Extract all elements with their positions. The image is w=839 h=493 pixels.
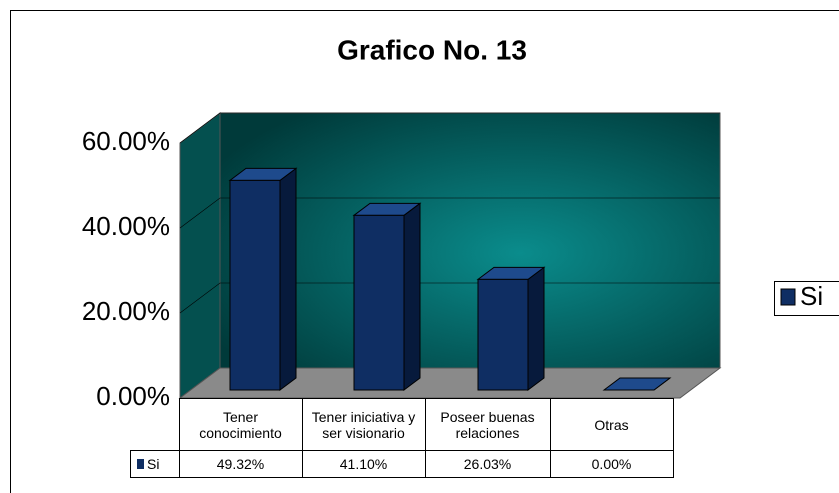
y-tick-label: 20.00%	[82, 296, 170, 326]
chart-title: Grafico No. 13	[337, 34, 527, 65]
bar	[602, 377, 672, 391]
bar-side	[403, 202, 421, 391]
value-label: 0.00%	[549, 450, 674, 478]
legend-key-cell: Si	[130, 450, 180, 478]
bar-front	[353, 214, 405, 391]
grid-line	[179, 197, 720, 229]
side-wall	[179, 112, 221, 399]
y-tick-label: 60.00%	[82, 126, 170, 156]
category-label: Tener conocimiento	[178, 398, 303, 451]
bar	[228, 167, 298, 391]
legend-key	[780, 288, 796, 306]
value-label: 41.10%	[301, 450, 426, 478]
legend-label: Si	[800, 281, 823, 311]
bar	[352, 202, 422, 391]
value-label: 49.32%	[178, 450, 303, 478]
value-label: 26.03%	[424, 450, 551, 478]
legend	[774, 281, 839, 316]
bar-top	[602, 377, 672, 391]
y-tick-label: 0.00%	[96, 381, 170, 411]
legend-label: Si	[147, 456, 160, 472]
data-table: Tener conocimiento Tener iniciativa y ser…	[130, 398, 674, 478]
category-label: Otras	[549, 398, 674, 451]
grid-line	[179, 282, 720, 314]
legend-key	[137, 459, 144, 469]
bar	[476, 266, 546, 391]
category-label: Tener iniciativa y ser visionario	[301, 398, 426, 451]
bar-front	[477, 278, 529, 391]
bar-side	[279, 167, 297, 391]
bar-front	[229, 179, 281, 391]
category-label: Poseer buenas relaciones	[424, 398, 551, 451]
grid-line	[179, 112, 720, 144]
y-tick-label: 40.00%	[82, 211, 170, 241]
bar-side	[527, 266, 545, 391]
